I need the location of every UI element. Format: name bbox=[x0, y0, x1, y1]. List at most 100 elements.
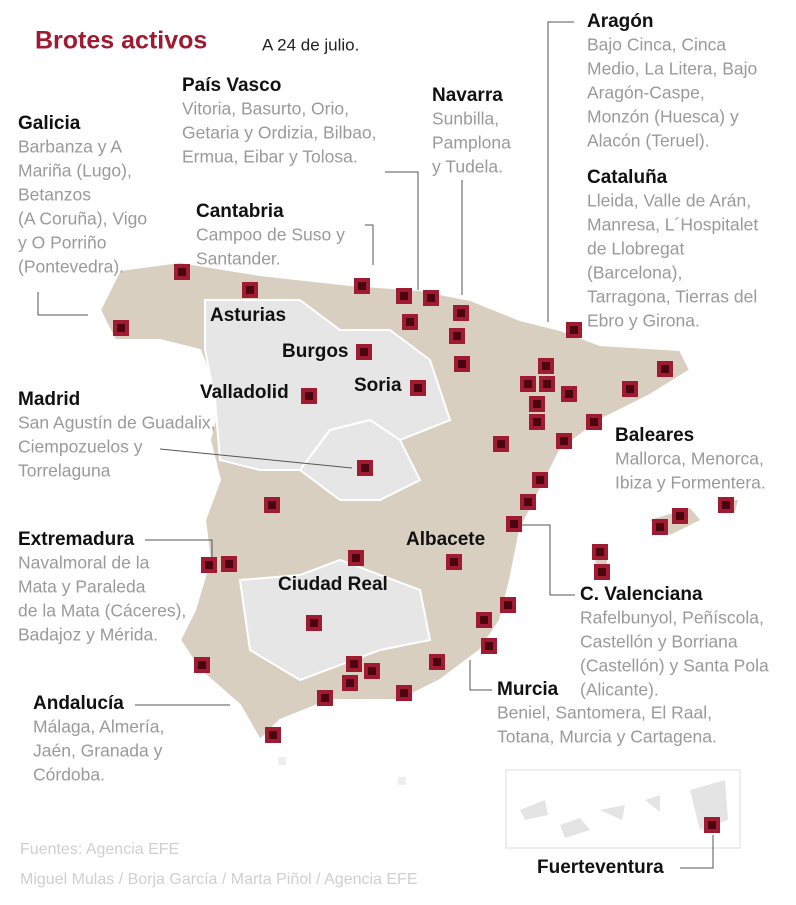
region-detail: de Llobregat bbox=[587, 239, 684, 259]
region-detail: Mariña (Lugo), bbox=[18, 161, 132, 181]
region-detail: Córdoba. bbox=[33, 765, 105, 785]
place-label: Asturias bbox=[210, 305, 286, 326]
region-name: Navarra bbox=[432, 85, 503, 106]
region-detail: (Castellón) y Santa Pola bbox=[580, 656, 769, 676]
outbreak-marker-core bbox=[533, 400, 541, 408]
outbreak-marker-core bbox=[433, 658, 441, 666]
region-detail: Mallorca, Menorca, bbox=[615, 449, 764, 469]
region-detail: Medio, La Litera, Bajo bbox=[587, 59, 757, 79]
region-detail: Jaén, Granada y bbox=[33, 741, 163, 761]
outbreak-marker-core bbox=[310, 619, 318, 627]
region-detail: Lleida, Valle de Arán, bbox=[587, 191, 751, 211]
outbreak-marker-core bbox=[352, 554, 360, 562]
place-label: Ciudad Real bbox=[278, 574, 388, 595]
outbreak-marker-core bbox=[480, 616, 488, 624]
outbreak-marker-core bbox=[596, 548, 604, 556]
region-detail: Castellón y Borriana bbox=[580, 632, 738, 652]
place-label: Valladolid bbox=[200, 382, 289, 403]
outbreak-marker-core bbox=[246, 286, 254, 294]
outbreak-marker-core bbox=[305, 392, 313, 400]
outbreak-marker-core bbox=[117, 324, 125, 332]
outbreak-marker-core bbox=[708, 821, 716, 829]
region-detail: Navalmoral de la bbox=[18, 553, 150, 573]
region-detail: Campoo de Suso y bbox=[196, 225, 345, 245]
source: Fuentes: Agencia EFE bbox=[20, 841, 179, 858]
outbreak-marker-core bbox=[676, 512, 684, 520]
region-detail: (Alicante). bbox=[580, 680, 659, 700]
region-detail: Monzón (Huesca) y bbox=[587, 107, 739, 127]
region-name: Aragón bbox=[587, 11, 654, 32]
outbreak-marker-core bbox=[406, 318, 414, 326]
region-detail: Santander. bbox=[196, 249, 281, 269]
outbreak-marker-core bbox=[350, 660, 358, 668]
outbreak-marker-core bbox=[565, 390, 573, 398]
region-name: Madrid bbox=[18, 389, 80, 410]
region-name: Cataluña bbox=[587, 167, 668, 188]
region-detail: Rafelbunyol, Peñíscola, bbox=[580, 608, 764, 628]
region-name: Fuerteventura bbox=[537, 857, 664, 878]
region-detail: Vitoria, Basurto, Orio, bbox=[182, 99, 349, 119]
region-detail: Pamplona bbox=[432, 133, 511, 153]
region-detail: Ciempozuelos y bbox=[18, 437, 143, 457]
leader-lines bbox=[37, 21, 714, 869]
outbreak-marker-core bbox=[457, 309, 465, 317]
region-name: Baleares bbox=[615, 425, 694, 446]
region-detail: Totana, Murcia y Cartagena. bbox=[497, 727, 717, 747]
outbreak-marker-core bbox=[524, 498, 532, 506]
place-label: Burgos bbox=[282, 341, 349, 362]
region-detail: Málaga, Almería, bbox=[33, 717, 164, 737]
outbreak-marker-core bbox=[598, 568, 606, 576]
outbreak-marker-core bbox=[485, 642, 493, 650]
outbreak-marker-core bbox=[414, 384, 422, 392]
region-name: País Vasco bbox=[182, 75, 281, 96]
outbreak-marker-core bbox=[722, 501, 730, 509]
region-name: Cantabria bbox=[196, 201, 284, 222]
outbreak-marker-core bbox=[400, 292, 408, 300]
outbreak-marker-core bbox=[590, 418, 598, 426]
date: A 24 de julio. bbox=[262, 35, 359, 54]
region-detail: (A Coruña), Vigo bbox=[18, 209, 147, 229]
region-name: Galicia bbox=[18, 113, 81, 134]
outbreak-marker-core bbox=[453, 332, 461, 340]
region-detail: (Barcelona), bbox=[587, 263, 682, 283]
source: Miguel Mulas / Borja García / Marta Piño… bbox=[20, 871, 418, 888]
region-name: Extremadura bbox=[18, 529, 135, 550]
region-detail: y O Porriño bbox=[18, 233, 107, 253]
outbreak-marker-core bbox=[458, 360, 466, 368]
outbreak-marker-core bbox=[268, 501, 276, 509]
outbreak-marker-core bbox=[504, 601, 512, 609]
region-detail: Alacón (Teruel). bbox=[587, 131, 710, 151]
region-detail: (Pontevedra). bbox=[18, 257, 124, 277]
outbreak-marker-core bbox=[543, 380, 551, 388]
region-detail: Ibiza y Formentera. bbox=[615, 473, 766, 493]
region-detail: Beniel, Santomera, El Raal, bbox=[497, 703, 712, 723]
outbreak-marker-core bbox=[497, 440, 505, 448]
outbreak-marker-core bbox=[450, 558, 458, 566]
outbreak-marker-core bbox=[346, 679, 354, 687]
region-detail: Sunbilla, bbox=[432, 109, 499, 129]
region-detail: San Agustín de Guadalix, bbox=[18, 413, 216, 433]
map-shapes bbox=[98, 260, 741, 849]
title: Brotes activos bbox=[35, 27, 207, 55]
region-detail: Ermua, Eibar y Tolosa. bbox=[182, 147, 358, 167]
outbreak-marker-core bbox=[510, 520, 518, 528]
region-detail: Bajo Cinca, Cinca bbox=[587, 35, 726, 55]
outbreak-marker-core bbox=[198, 661, 206, 669]
outbreak-marker-core bbox=[533, 418, 541, 426]
outbreak-marker-core bbox=[400, 689, 408, 697]
outbreak-marker-core bbox=[360, 348, 368, 356]
outbreak-marker-core bbox=[427, 294, 435, 302]
outbreak-marker-core bbox=[536, 476, 544, 484]
place-label: Albacete bbox=[406, 529, 485, 550]
outbreak-marker-core bbox=[626, 385, 634, 393]
outbreak-marker-core bbox=[361, 464, 369, 472]
outbreak-marker-core bbox=[178, 268, 186, 276]
outbreak-marker-core bbox=[524, 380, 532, 388]
region-detail: Mata y Paraleda bbox=[18, 577, 146, 597]
outbreak-marker-core bbox=[560, 437, 568, 445]
region-detail: Tarragona, Tierras del bbox=[587, 287, 757, 307]
region-detail: Ebro y Girona. bbox=[587, 311, 700, 331]
region-name: Murcia bbox=[497, 679, 559, 700]
region-detail: Aragón-Caspe, bbox=[587, 83, 705, 103]
